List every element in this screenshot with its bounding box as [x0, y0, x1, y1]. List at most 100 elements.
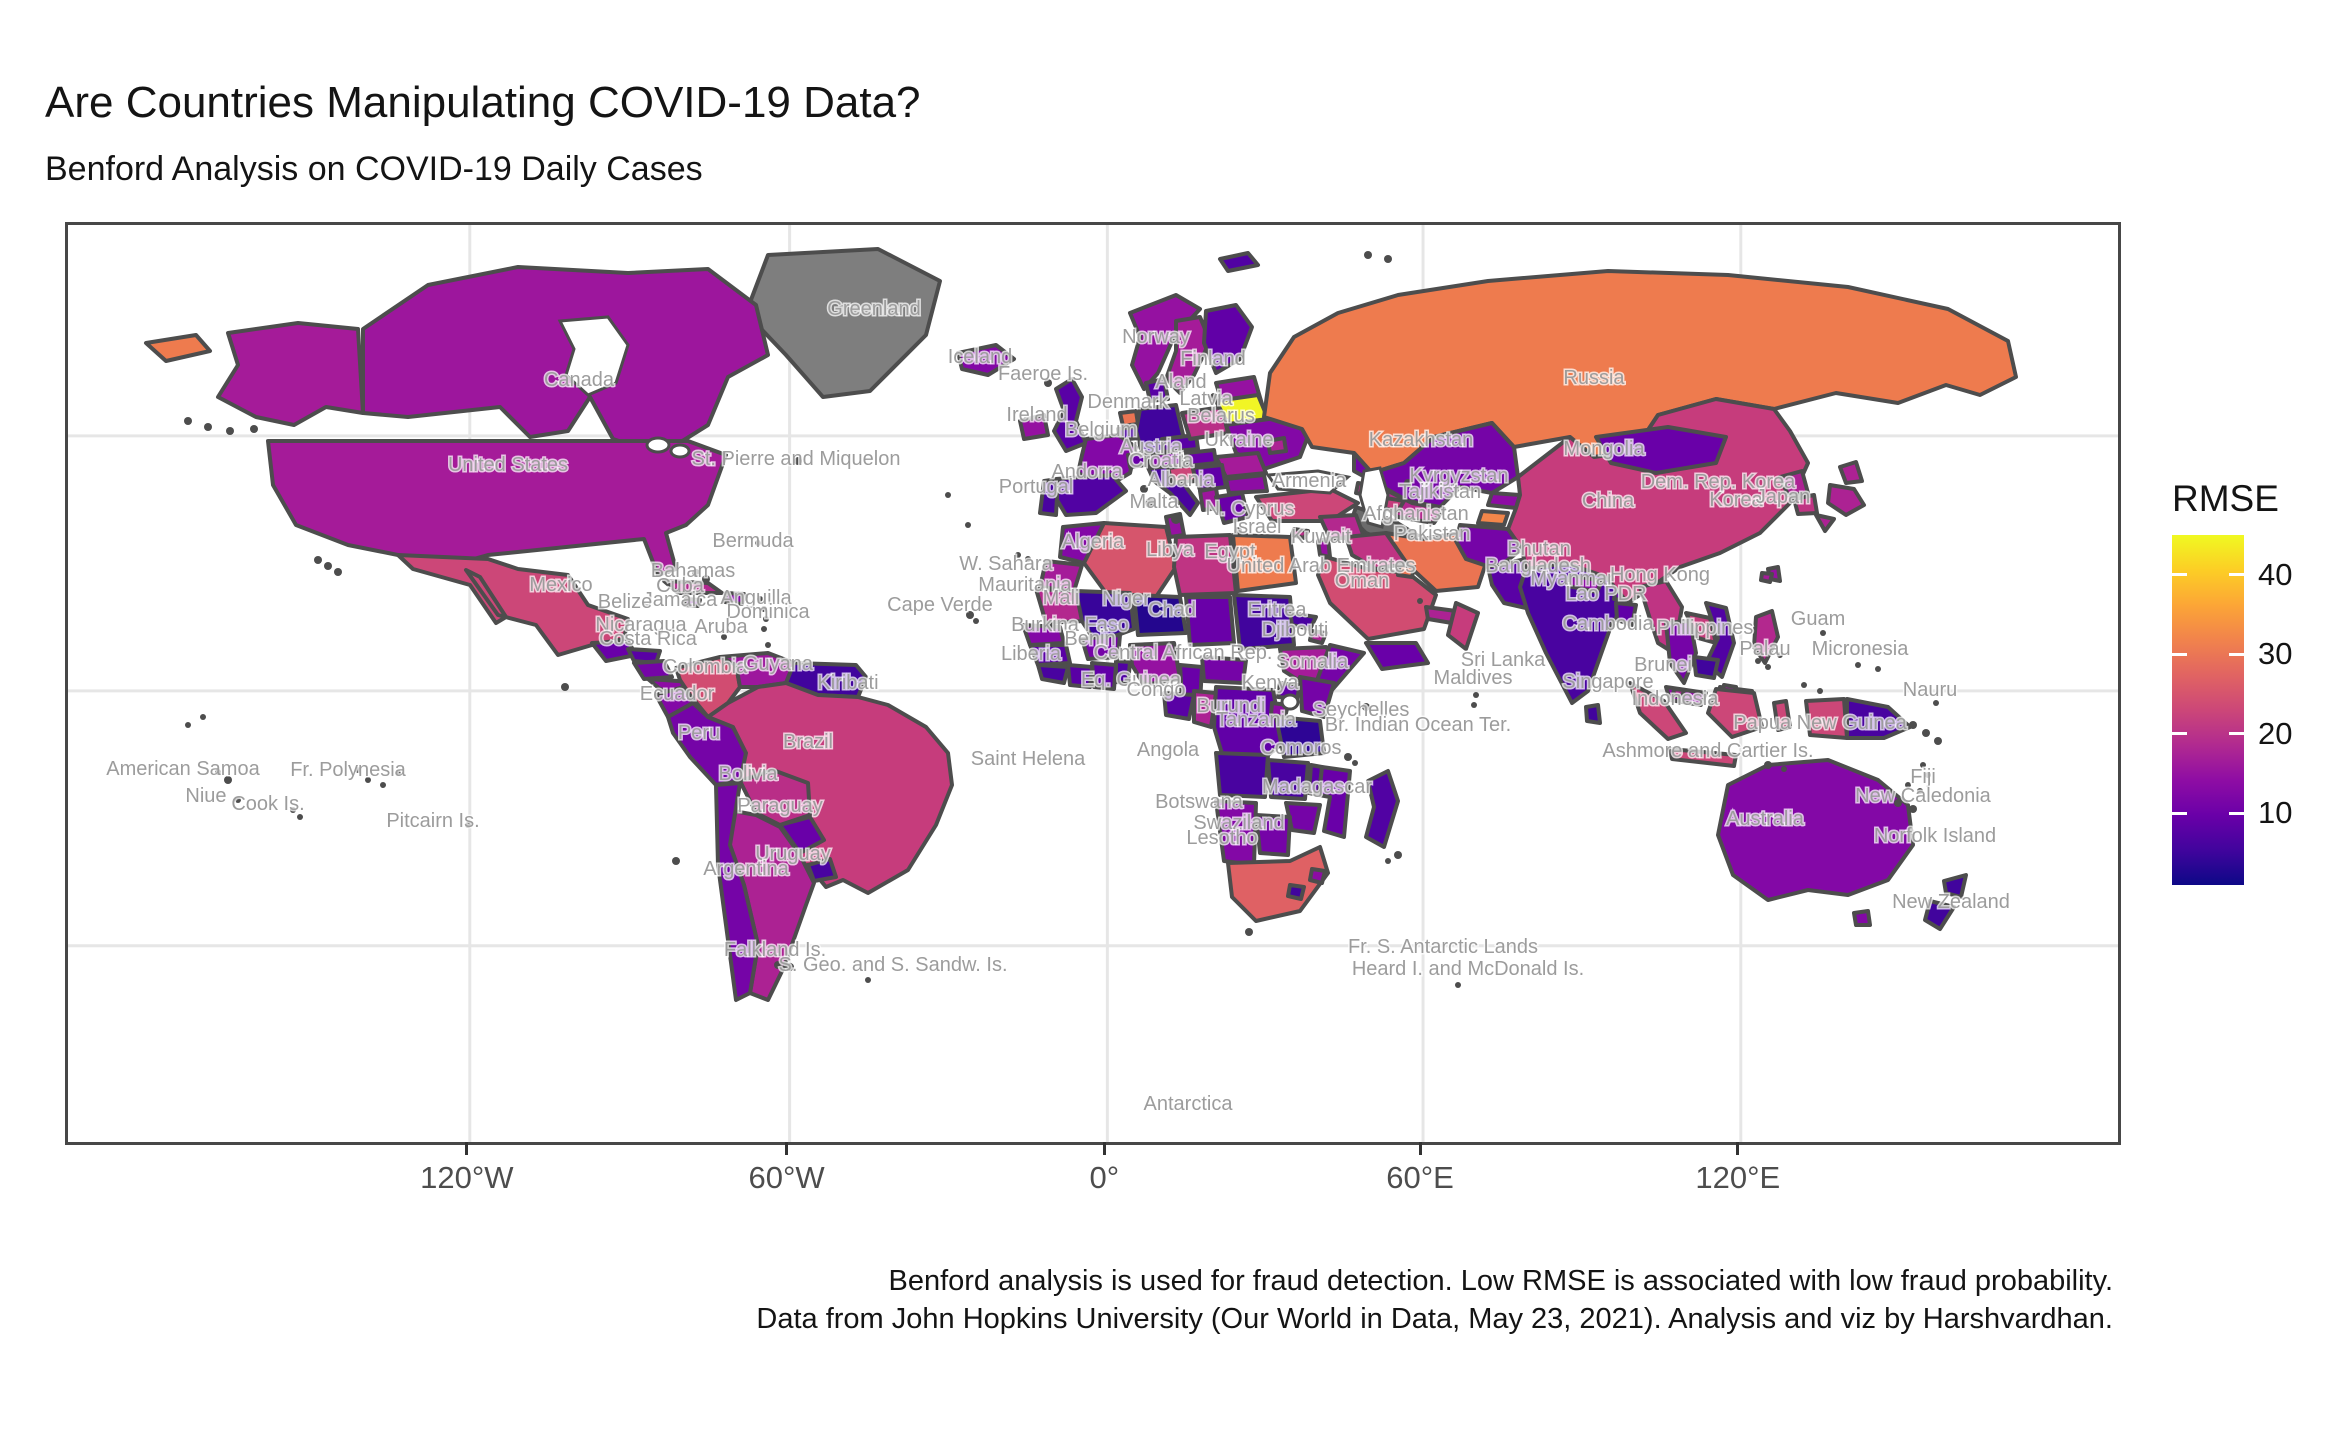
map-label: Belize — [598, 591, 652, 613]
map-label: Bolivia — [719, 763, 779, 785]
caption-line-2: Data from John Hopkins University (Our W… — [756, 1303, 2113, 1335]
map-label: Falkland Is. — [724, 939, 826, 961]
map-label: Niger — [1102, 588, 1150, 610]
legend-tick-mark — [2229, 811, 2244, 815]
map-label: Russia — [1563, 367, 1625, 389]
map-label: S. Geo. and S. Sandw. Is. — [778, 954, 1007, 976]
country-burkina-shape — [1080, 633, 1122, 661]
country-oman-shape — [1446, 601, 1480, 651]
map-label: Uruguay — [755, 843, 831, 865]
map-label: Angola — [1137, 739, 1200, 761]
legend-tick-mark — [2229, 732, 2244, 736]
map-label: United Arab Emirates — [1227, 555, 1416, 577]
country-australia-shape — [1716, 758, 1915, 927]
country-libya-shape — [1172, 533, 1238, 597]
country-yemen-shape — [1364, 641, 1430, 671]
axis-tick-label: 120°W — [420, 1160, 514, 1195]
legend-tick-mark — [2172, 732, 2187, 736]
map-label: Antarctica — [1144, 1093, 1234, 1115]
country-iceland-shape — [956, 343, 1016, 377]
map-label: Greenland — [827, 298, 920, 320]
map-label: Pakistan — [1394, 523, 1471, 545]
chart-subtitle: Benford Analysis on COVID-19 Daily Cases — [45, 150, 703, 188]
legend-tick-mark — [2229, 573, 2244, 577]
map-label: Brazil — [783, 731, 833, 753]
island-dots — [184, 251, 1942, 988]
axis-tick-mark — [465, 1142, 469, 1155]
map-label: Bhutan — [1507, 538, 1570, 560]
axis-tick-mark — [1102, 1142, 1106, 1155]
map-label: Ireland — [1006, 404, 1067, 426]
map-label: Dem. Rep. Korea — [1641, 471, 1796, 493]
map-label: Aruba — [694, 616, 748, 638]
map-label: Papua New Guinea — [1733, 712, 1907, 734]
country-chile-shape — [714, 781, 760, 1002]
map-label: Eritrea — [1248, 599, 1308, 621]
map-label: Paraguay — [737, 795, 823, 817]
country-botswana-shape — [1254, 813, 1292, 857]
axis-tick-label: 60°E — [1386, 1160, 1454, 1195]
country-japan-shape — [1814, 460, 1866, 533]
country-ireland-shape — [1018, 413, 1050, 441]
map-label: Korea — [1709, 489, 1763, 511]
map-label: Kenya — [1242, 672, 1300, 694]
country-cyprus-shape — [1290, 527, 1310, 540]
country-nicaragua-shape — [632, 659, 674, 681]
map-label: Afghanistan — [1363, 503, 1469, 525]
map-label: Mali — [1043, 587, 1080, 609]
map-label: Latvia — [1179, 388, 1233, 410]
legend-tick-label: 30 — [2258, 636, 2293, 672]
country-nepal-shape — [1566, 573, 1604, 594]
map-label: Kuwait — [1291, 526, 1351, 548]
map-label: Finland — [1180, 348, 1246, 370]
map-label: Malta — [1130, 491, 1180, 513]
map-label: Madagascar — [1262, 776, 1372, 798]
country-madagascar-shape — [1364, 769, 1400, 849]
legend-tick-mark — [2229, 652, 2244, 656]
map-label: Jamaica — [643, 589, 718, 611]
legend-tick-mark — [2172, 811, 2187, 815]
map-label: Anguilla — [720, 587, 792, 609]
map-label: Fiji — [1910, 766, 1936, 788]
country-croatia-shape — [1166, 463, 1198, 485]
map-label: Ecuador — [640, 683, 715, 705]
map-label: Lao PDR — [1565, 583, 1646, 605]
map-label: Mauritania — [978, 574, 1072, 596]
map-label: Philippines — [1657, 617, 1754, 639]
map-label: Hong Kong — [1610, 564, 1710, 586]
country-south-africa-shape — [1226, 845, 1330, 923]
map-label: Cook Is. — [231, 793, 304, 815]
country-kuwait-shape — [1396, 563, 1416, 579]
map-label: Micronesia — [1812, 638, 1910, 660]
countries-layer — [144, 247, 2018, 1002]
country-indonesia-shape — [1628, 681, 1849, 768]
legend-tick-label: 40 — [2258, 556, 2293, 592]
map-label: Dominica — [726, 601, 810, 623]
country-car-shape — [1200, 655, 1248, 685]
country-russia-chukotka-shape — [144, 333, 212, 363]
legend-tick-mark — [2172, 573, 2187, 577]
caption: Benford analysis is used for fraud detec… — [756, 1262, 2113, 1338]
map-label: Brunei — [1634, 654, 1692, 676]
map-label: Norfolk Island — [1874, 825, 1996, 847]
map-label: Algeria — [1062, 531, 1125, 553]
map-label: Faeroe Is. — [998, 363, 1088, 385]
map-label: Canada — [544, 369, 615, 391]
country-niger-shape — [1132, 593, 1188, 637]
country-benin-shape — [1114, 659, 1132, 685]
map-label: Benin — [1064, 628, 1115, 650]
country-png-shape — [1845, 697, 1912, 740]
map-label: Andorra — [1051, 461, 1123, 483]
lakes-layer — [557, 315, 1390, 711]
country-mexico-shape — [396, 553, 630, 657]
map-label: Nauru — [1903, 679, 1957, 701]
map-label: Sri Lanka — [1461, 649, 1546, 671]
map-label: Mexico — [529, 574, 592, 596]
country-denmark-shape — [1144, 377, 1170, 403]
axis-tick-mark — [1736, 1142, 1740, 1155]
map-label: Japan — [1756, 486, 1811, 508]
map-label: American Samoa — [106, 758, 260, 780]
map-label: Guyana — [743, 653, 814, 675]
